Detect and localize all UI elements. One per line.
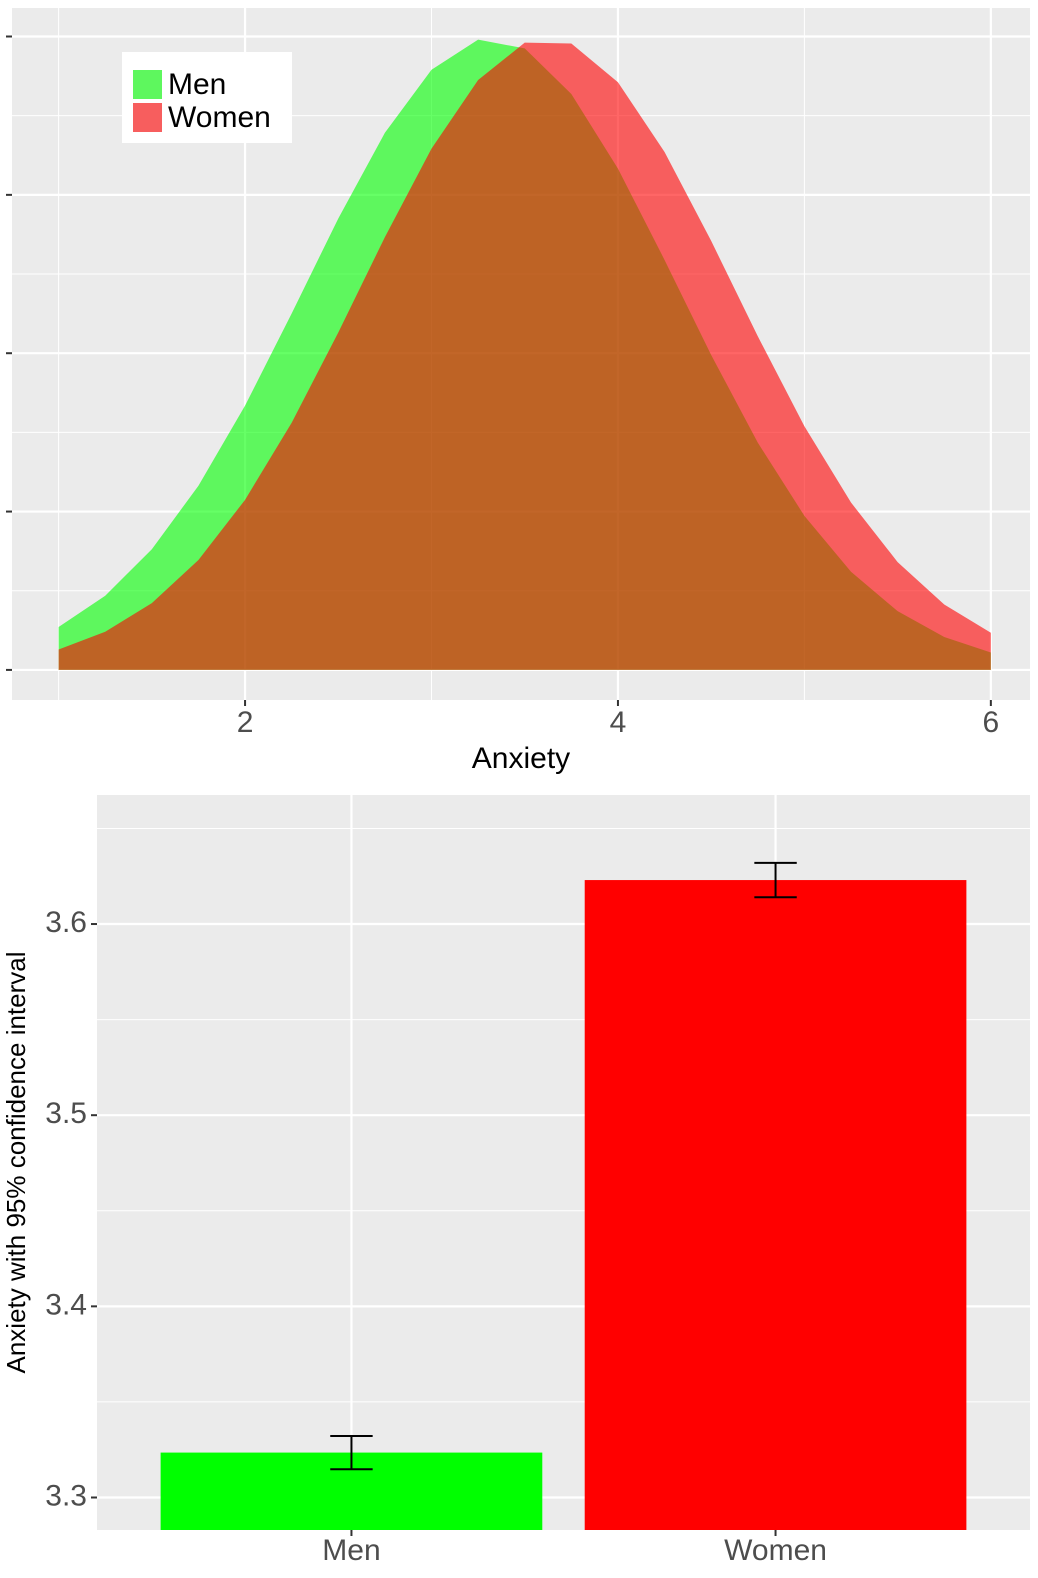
y-tick-label: 3.4 xyxy=(45,1288,87,1321)
error-bar xyxy=(754,861,797,899)
x-tick-label: 4 xyxy=(610,706,627,739)
y-tick-label: 3.3 xyxy=(45,1479,87,1512)
x-tick-label: Women xyxy=(724,1534,827,1567)
y-tick-label: 3.6 xyxy=(45,906,87,939)
error-bar xyxy=(330,1434,373,1471)
y-axis-title: Anxiety with 95% confidence interval xyxy=(1,951,31,1373)
legend-swatch xyxy=(133,103,162,132)
legend-label: Women xyxy=(168,101,271,134)
x-tick-label: Men xyxy=(322,1534,380,1567)
bar xyxy=(584,880,967,1530)
x-tick-label: 6 xyxy=(983,706,1000,739)
x-axis-title: Anxiety xyxy=(472,742,570,775)
x-tick-label: 2 xyxy=(237,706,254,739)
legend-label: Men xyxy=(168,68,226,101)
legend-swatch xyxy=(133,70,162,99)
y-tick-label: 3.5 xyxy=(45,1097,87,1130)
density-area xyxy=(58,42,991,670)
